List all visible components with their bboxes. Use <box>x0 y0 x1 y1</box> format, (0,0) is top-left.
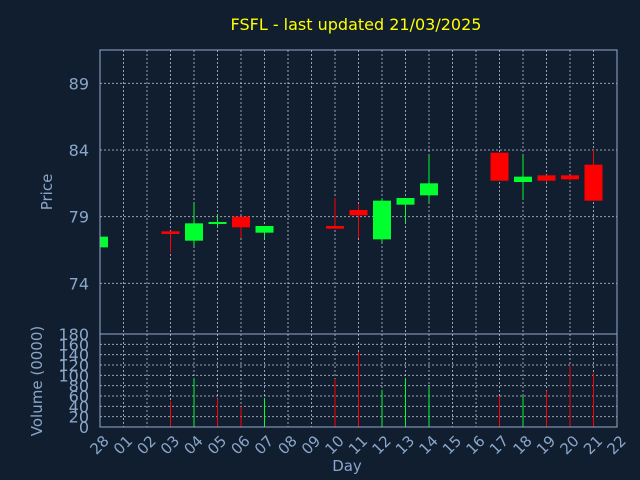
candle-body <box>208 222 227 224</box>
candle <box>561 175 579 181</box>
candle-body <box>185 223 203 241</box>
volume-tick-label: 180 <box>58 325 89 344</box>
candle <box>537 175 556 182</box>
candle-body <box>100 236 108 248</box>
candle <box>396 198 415 222</box>
candle-body <box>373 200 391 240</box>
candle <box>100 236 108 248</box>
candle-body <box>396 198 415 205</box>
price-tick-label: 79 <box>69 208 89 227</box>
x-tick-labels: 2801020304050607080910111213141516171819… <box>87 432 630 458</box>
price-tick-label: 84 <box>69 141 89 160</box>
candle <box>232 216 250 238</box>
volume-tick-label: 100 <box>58 366 89 385</box>
price-panel: 74 79 84 89 Price <box>38 49 618 335</box>
volume-tick-label: 80 <box>69 377 89 396</box>
candle <box>349 204 368 238</box>
candle <box>584 150 603 201</box>
candle-body <box>232 216 250 228</box>
candle-body <box>490 152 509 181</box>
candle <box>161 231 180 253</box>
price-axis-label: Price <box>38 174 56 211</box>
price-tick-label: 89 <box>69 74 89 93</box>
candle <box>185 203 203 246</box>
candle <box>420 155 438 202</box>
candle <box>255 226 274 238</box>
chart-title: FSFL - last updated 21/03/2025 <box>231 15 482 34</box>
candle-body <box>561 175 579 180</box>
volume-tick-label: 0 <box>79 418 89 437</box>
candle <box>326 198 344 229</box>
candle-body <box>420 183 438 196</box>
volume-tick-label: 140 <box>58 346 89 365</box>
candle <box>514 155 532 200</box>
candle <box>373 198 391 242</box>
volume-tick-label: 60 <box>69 387 89 406</box>
candle-body <box>349 210 368 216</box>
candle <box>208 215 227 228</box>
candle-body <box>326 226 344 229</box>
candles <box>100 150 603 253</box>
volume-bars <box>170 352 594 427</box>
candle-body <box>255 226 274 233</box>
volume-axis-label: Volume (0000) <box>28 326 46 436</box>
volume-plot-frame <box>99 333 618 428</box>
volume-tick-label: 20 <box>69 408 89 427</box>
candle <box>490 152 509 181</box>
price-tick-label: 74 <box>69 274 89 293</box>
price-tick-labels: 74 79 84 89 <box>69 74 89 293</box>
volume-tick-label: 160 <box>58 335 89 354</box>
candle-body <box>161 231 180 234</box>
volume-tick-label: 40 <box>69 397 89 416</box>
volume-tick-label: 120 <box>58 356 89 375</box>
candle-body <box>584 164 603 201</box>
price-grid <box>99 50 618 334</box>
x-axis-label: Day <box>332 457 362 475</box>
candle-body <box>514 176 532 182</box>
candle-body <box>537 175 556 181</box>
